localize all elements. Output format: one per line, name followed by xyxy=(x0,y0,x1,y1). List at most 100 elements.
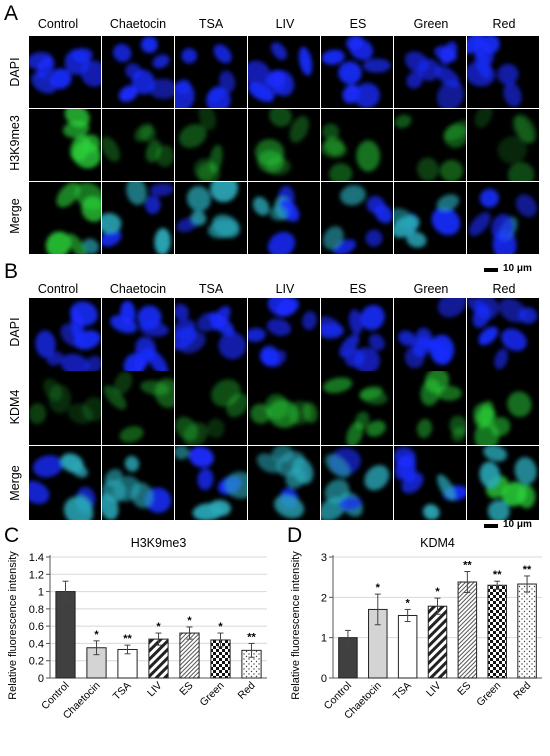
micrograph-b-kdm4-2 xyxy=(175,371,247,445)
micrograph-a-h3k9me3-0 xyxy=(29,109,101,181)
x-tick-label: LIV xyxy=(424,680,444,700)
panel-b-col-chaetocin: Chaetocin xyxy=(109,282,167,296)
y-tick-label: 0.4 xyxy=(29,638,44,650)
panel-a-row-merge: Merge xyxy=(8,198,22,234)
panel-a-col-liv: LIV xyxy=(275,17,295,31)
micrograph-a-h3k9me3-5 xyxy=(394,109,466,181)
bar-control xyxy=(55,591,76,679)
micrograph-b-merge-5 xyxy=(394,446,466,520)
chart-kdm4: KDM4 0 1 2 3 Relative fluorescence intensity C… xyxy=(283,535,550,756)
micrograph-a-dapi-0 xyxy=(29,36,101,108)
y-tick-label: 0 xyxy=(38,673,44,685)
micrograph-b-merge-1 xyxy=(102,446,174,520)
panel-b-row-merge: Merge xyxy=(8,465,22,501)
bar-green xyxy=(487,584,507,679)
micrograph-a-merge-4 xyxy=(321,182,393,254)
micrograph-a-h3k9me3-3 xyxy=(248,109,320,181)
panel-letter-d: D xyxy=(287,524,303,547)
micrograph-a-h3k9me3-6 xyxy=(467,109,539,181)
micrograph-b-kdm4-4 xyxy=(321,371,393,445)
micrograph-b-merge-4 xyxy=(321,446,393,520)
micrograph-b-merge-3 xyxy=(248,446,320,520)
bar-red xyxy=(517,583,537,679)
micrograph-b-dapi-6 xyxy=(467,298,539,372)
micrograph-a-dapi-4 xyxy=(321,36,393,108)
significance-marker: * xyxy=(94,629,99,641)
y-tick-label: 0.8 xyxy=(29,604,44,616)
x-tick-label: ES xyxy=(177,680,195,698)
panel-a-scale-bar xyxy=(484,268,498,272)
panel-b-scale-label: 10 μm xyxy=(503,519,532,530)
micrograph-b-kdm4-0 xyxy=(29,371,101,445)
panel-b-row-dapi: DAPI xyxy=(8,317,22,347)
micrograph-a-dapi-5 xyxy=(394,36,466,108)
micrograph-a-merge-2 xyxy=(175,182,247,254)
y-tick-label: 1.2 xyxy=(29,569,44,581)
y-tick-label: 0.2 xyxy=(29,656,44,668)
micrograph-b-kdm4-5 xyxy=(394,371,466,445)
panel-letter-c: C xyxy=(4,524,20,547)
panel-a-col-green: Green xyxy=(413,17,449,31)
y-tick-label: 0.6 xyxy=(29,621,44,633)
panel-b-row-kdm4: KDM4 xyxy=(8,389,22,425)
micrograph-a-merge-0 xyxy=(29,182,101,254)
micrograph-a-merge-5 xyxy=(394,182,466,254)
significance-marker: ** xyxy=(463,560,472,572)
micrograph-b-dapi-3 xyxy=(248,298,320,372)
bar-es xyxy=(457,581,478,679)
significance-marker: ** xyxy=(523,564,532,576)
bar-tsa xyxy=(397,614,418,679)
micrograph-b-dapi-1 xyxy=(102,298,174,372)
panel-a-col-control: Control xyxy=(37,17,79,31)
panel-b-col-control: Control xyxy=(37,282,79,296)
micrograph-b-dapi-4 xyxy=(321,298,393,372)
micrograph-a-dapi-2 xyxy=(175,36,247,108)
bar-es xyxy=(179,632,200,679)
y-tick-label: 0 xyxy=(321,673,327,685)
micrograph-a-h3k9me3-4 xyxy=(321,109,393,181)
significance-marker: ** xyxy=(493,569,502,581)
panel-b-col-red: Red xyxy=(492,282,516,296)
y-tick-label: 1.4 xyxy=(29,552,44,564)
significance-marker: * xyxy=(187,615,192,627)
x-tick-label: Red xyxy=(511,680,533,702)
panel-letter-a: A xyxy=(4,2,19,25)
chart-title: KDM4 xyxy=(420,536,455,550)
x-tick-label: TSA xyxy=(111,680,134,703)
panel-b-col-tsa: TSA xyxy=(198,282,224,296)
panel-b-scale-bar xyxy=(484,524,498,528)
micrograph-b-kdm4-1 xyxy=(102,371,174,445)
y-tick-label: 3 xyxy=(321,552,327,564)
y-tick-label: 2 xyxy=(321,592,327,604)
panel-a-row-dapi: DAPI xyxy=(8,57,22,87)
significance-marker: * xyxy=(435,586,440,598)
micrograph-b-kdm4-6 xyxy=(467,371,539,445)
panel-a-scale-label: 10 μm xyxy=(503,263,532,274)
x-tick-label: LIV xyxy=(145,680,165,700)
chart-h3k9me3: H3K9me3 0 0.2 0.4 0.6 0.8 1 1.2 1.4 Relative fluo… xyxy=(0,535,275,756)
y-tick-label: 1 xyxy=(321,633,327,645)
bar-liv xyxy=(427,605,448,679)
x-tick-label: ES xyxy=(455,680,473,698)
panel-a-col-red: Red xyxy=(492,17,516,31)
panel-a-col-tsa: TSA xyxy=(198,17,224,31)
micrograph-b-dapi-0 xyxy=(29,298,101,372)
significance-marker: ** xyxy=(123,633,132,645)
panel-a-col-es: ES xyxy=(349,17,367,31)
micrograph-a-dapi-6 xyxy=(467,36,539,108)
micrograph-b-merge-6 xyxy=(467,446,539,520)
micrograph-b-dapi-2 xyxy=(175,298,247,372)
micrograph-a-dapi-1 xyxy=(102,36,174,108)
x-tick-label: Green xyxy=(197,680,226,709)
micrograph-b-merge-0 xyxy=(29,446,101,520)
y-axis-label: Relative fluorescence intensity xyxy=(7,551,19,700)
micrograph-b-kdm4-3 xyxy=(248,371,320,445)
micrograph-a-h3k9me3-2 xyxy=(175,109,247,181)
x-tick-label: Green xyxy=(474,680,503,709)
micrograph-a-h3k9me3-1 xyxy=(102,109,174,181)
y-tick-label: 1 xyxy=(38,587,44,599)
significance-marker: * xyxy=(156,621,161,633)
micrograph-b-dapi-5 xyxy=(394,298,466,372)
panel-a-row-h3k9me3: H3K9me3 xyxy=(8,115,22,171)
significance-marker: * xyxy=(406,597,411,609)
